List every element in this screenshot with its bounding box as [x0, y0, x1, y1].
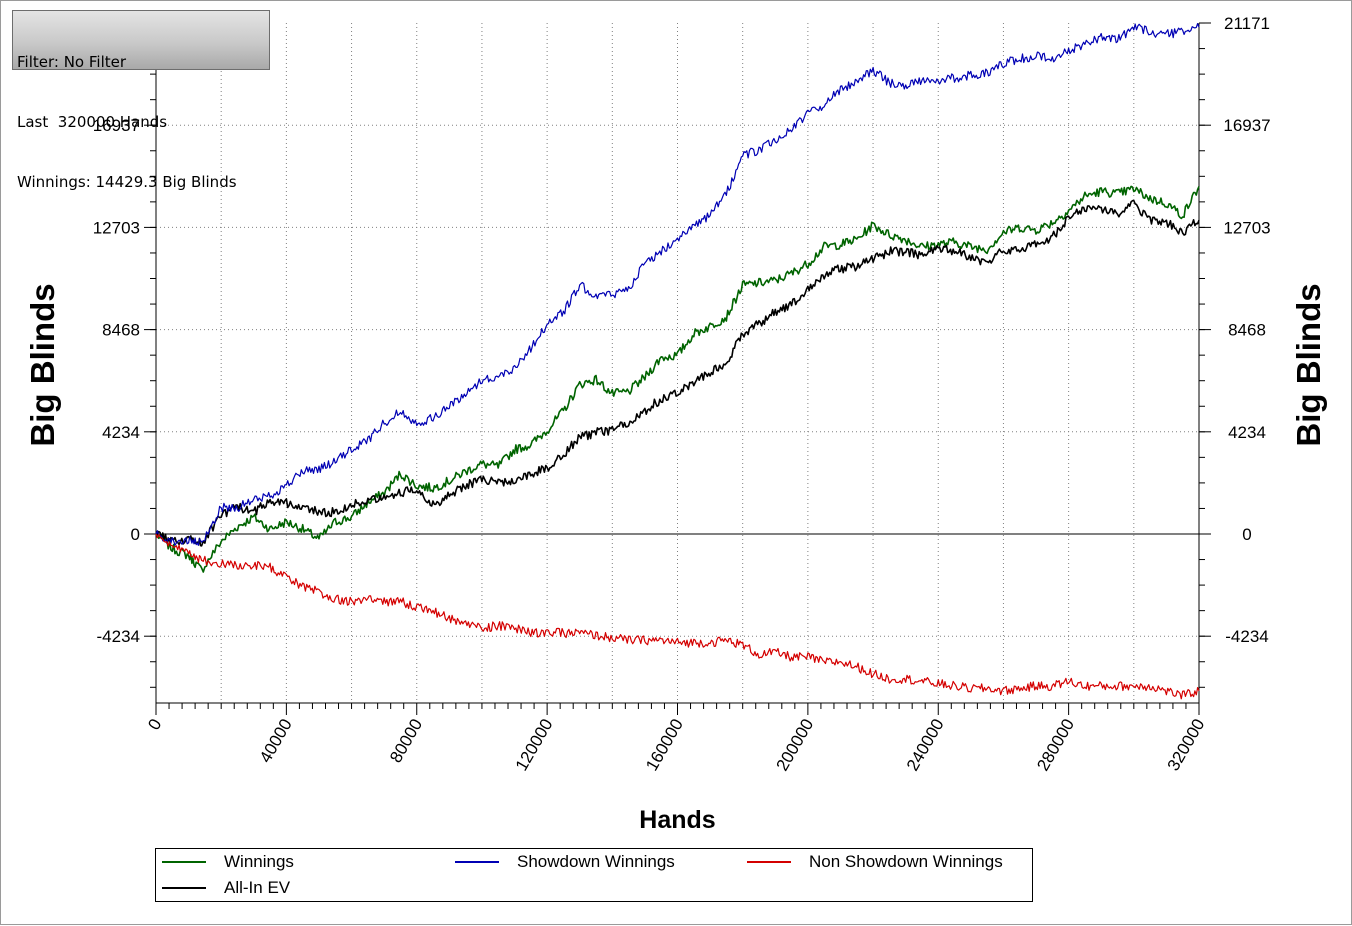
- y-axis-title-left: Big Blinds: [24, 283, 61, 446]
- axes-layer: [144, 22, 1211, 715]
- y-tick-label-left: -4234: [97, 627, 140, 646]
- y-tick-label-right: 12703: [1223, 218, 1270, 237]
- x-tick-label: 40000: [256, 716, 296, 766]
- legend-item-all-in-ev: All-In EV: [162, 876, 290, 900]
- y-tick-label-right: 4234: [1228, 423, 1266, 442]
- y-tick-label-left: 0: [131, 525, 140, 544]
- x-axis-title: Hands: [639, 806, 715, 834]
- x-tick-label: 80000: [386, 716, 426, 766]
- legend-label: Non Showdown Winnings: [809, 852, 1003, 871]
- y-tick-label-right: -4234: [1225, 627, 1268, 646]
- filter-info-box: Filter: No Filter Last 320000 Hands Winn…: [12, 10, 270, 191]
- series-line-winnings: [155, 185, 1200, 573]
- y-axis-title-right: Big Blinds: [1290, 283, 1327, 446]
- legend-item-winnings: Winnings: [162, 850, 294, 874]
- x-tick-label: 320000: [1164, 716, 1209, 775]
- x-tick-label: 240000: [903, 716, 948, 775]
- legend-label: All-In EV: [224, 878, 291, 897]
- filter-line: Filter: No Filter: [17, 53, 127, 71]
- y-tick-label-right: 8468: [1228, 321, 1266, 340]
- winnings-line: Winnings: 14429.3 Big Blinds: [17, 173, 237, 191]
- legend-item-non-showdown-winnings: Non Showdown Winnings: [747, 850, 1003, 874]
- series-layer: [155, 23, 1200, 700]
- legend-swatch: [162, 861, 206, 863]
- y-tick-label-left: 8468: [102, 321, 140, 340]
- y-tick-label-right: 0: [1242, 525, 1251, 544]
- y-tick-label-left: 4234: [102, 423, 140, 442]
- legend-label: Winnings: [224, 852, 294, 871]
- y-tick-label-right: 21171: [1224, 14, 1270, 33]
- grid-layer: [156, 23, 1199, 703]
- legend: Winnings Showdown Winnings Non Showdown …: [155, 848, 1033, 902]
- legend-swatch: [747, 861, 791, 863]
- y-tick-label-left: 16937: [93, 116, 140, 135]
- legend-item-showdown-winnings: Showdown Winnings: [455, 850, 675, 874]
- legend-swatch: [455, 861, 499, 863]
- x-tick-label: 0: [144, 716, 165, 734]
- series-line-showdown-winnings: [155, 23, 1200, 546]
- x-tick-label: 160000: [642, 716, 687, 775]
- x-tick-label: 120000: [512, 716, 557, 775]
- y-tick-label-left: 12703: [93, 218, 140, 237]
- series-line-all-in-ev: [155, 199, 1200, 547]
- legend-swatch: [162, 887, 206, 889]
- series-line-non-showdown-winnings: [155, 533, 1200, 700]
- x-tick-label: 280000: [1033, 716, 1078, 775]
- y-tick-label-right: 16937: [1223, 116, 1270, 135]
- legend-label: Showdown Winnings: [517, 852, 675, 871]
- x-tick-label: 200000: [773, 716, 818, 775]
- hands-line: Last 320000 Hands: [17, 113, 168, 131]
